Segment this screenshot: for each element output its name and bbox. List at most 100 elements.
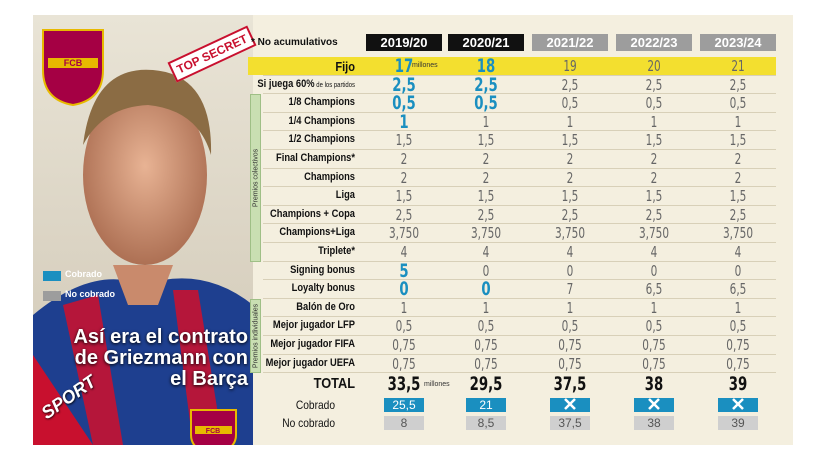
- value-cell: 1,5: [477, 187, 495, 206]
- row-separator: [263, 242, 776, 243]
- value-cell: 4: [734, 243, 742, 261]
- value-cell: 2,5: [561, 75, 579, 94]
- value-cell: 0: [650, 261, 658, 280]
- value-cell: 0,75: [474, 336, 498, 354]
- value-cell: 2: [650, 168, 658, 187]
- value-cell: 3,750: [554, 224, 586, 243]
- cobrado-box: 21: [466, 397, 506, 412]
- row-label-text: Balón de Oro: [296, 300, 355, 313]
- row-label: Champions: [81, 171, 355, 183]
- value-cell: 2: [650, 150, 658, 168]
- cobrado-box: [718, 397, 758, 412]
- unit: millones: [412, 62, 438, 69]
- row-label-text: Mejor jugador FIFA: [270, 338, 355, 350]
- value-cell: 0,75: [642, 354, 666, 373]
- row-label: Mejor jugador LFP: [81, 319, 355, 331]
- total-cell: 37,5: [553, 373, 587, 396]
- row-label-text: Loyalty bonus: [291, 282, 355, 295]
- season-header: 2021/22: [532, 34, 608, 51]
- row-label: Signing bonus: [81, 264, 355, 276]
- value-cell: 1: [650, 112, 658, 131]
- row-separator: [263, 260, 776, 262]
- row-label-text: Liga: [335, 189, 355, 202]
- no-cobrado-box: 8: [384, 416, 424, 431]
- value-cell: 0,5: [561, 94, 579, 113]
- value-cell: 0: [482, 261, 490, 280]
- no-cobrado-box: 38: [634, 416, 674, 431]
- season-header: 2019/20: [366, 34, 442, 51]
- value-cell: 1,5: [561, 187, 579, 206]
- row-label: Triplete*: [81, 245, 355, 257]
- value-cell: 0: [566, 261, 574, 280]
- value-cell: 2,5: [395, 205, 413, 224]
- value-cell: 0,5: [395, 317, 413, 336]
- cobrado-box: 25,5: [384, 397, 424, 412]
- value-cell: 0,75: [392, 354, 416, 373]
- row-separator: [263, 167, 776, 169]
- value-cell: 1,5: [729, 187, 747, 206]
- row-band: [248, 57, 776, 75]
- value-cell: 0,5: [474, 92, 498, 115]
- value-cell: 0,5: [645, 317, 663, 336]
- row-separator: [263, 335, 776, 336]
- cross-icon: [732, 397, 744, 410]
- value-cell: 0,75: [558, 336, 582, 354]
- value-cell: 3,750: [638, 224, 670, 243]
- total-cell: 33,5: [387, 373, 421, 396]
- value-cell: 1: [566, 298, 574, 317]
- row-label: Mejor jugador FIFA: [81, 338, 355, 350]
- value-cell: 2,5: [645, 205, 663, 224]
- value-cell: 0,75: [726, 354, 750, 373]
- total-cell: 39: [728, 373, 748, 396]
- value-cell: 0,75: [558, 354, 582, 373]
- value-cell: 1: [734, 112, 742, 131]
- value-cell: 1,5: [395, 131, 413, 150]
- row-separator: [263, 353, 776, 355]
- row-label-text: Fijo: [335, 59, 355, 74]
- value-cell: 0,75: [392, 336, 416, 354]
- value-cell: 18: [476, 55, 496, 77]
- row-label: Liga: [81, 189, 355, 201]
- row-separator: [263, 74, 776, 76]
- cobrado-box: [634, 397, 674, 412]
- row-label-text: Signing bonus: [290, 263, 355, 276]
- value-cell: 3,750: [722, 224, 754, 243]
- value-cell: 1,5: [645, 187, 663, 206]
- value-cell: 0: [399, 278, 409, 301]
- legend-label: No cobrado: [65, 289, 116, 299]
- value-cell: 2,5: [477, 205, 495, 224]
- no-cobrado-box: 8,5: [466, 416, 506, 431]
- value-cell: 2,5: [392, 73, 416, 96]
- note: * No acumulativos: [251, 37, 338, 48]
- value-cell: 2: [400, 150, 408, 168]
- row-separator: [263, 316, 776, 318]
- value-cell: 0,5: [561, 317, 579, 336]
- row-separator: [263, 93, 776, 95]
- value-cell: 0,5: [729, 317, 747, 336]
- value-cell: 6,5: [645, 280, 663, 299]
- value-cell: 1,5: [477, 131, 495, 150]
- value-cell: 3,750: [388, 224, 420, 243]
- value-cell: 2: [566, 168, 574, 187]
- value-cell: 0,75: [474, 354, 498, 373]
- value-cell: 2: [482, 168, 490, 187]
- value-cell: 3,750: [470, 224, 502, 243]
- photo: FCB FCB: [33, 15, 253, 445]
- row-label-text: Si juega 60%: [257, 77, 315, 90]
- value-cell: 0,5: [392, 92, 416, 115]
- season-header: 2023/24: [700, 34, 776, 51]
- value-cell: 2: [482, 150, 490, 168]
- value-cell: 1: [482, 298, 490, 317]
- value-cell: 1,5: [729, 131, 747, 150]
- value-cell: 2: [734, 168, 742, 187]
- row-separator: [263, 149, 776, 150]
- value-cell: 0,5: [645, 94, 663, 113]
- value-cell: 0,5: [729, 94, 747, 113]
- legend-label: Cobrado: [65, 269, 102, 279]
- value-cell: 1: [566, 112, 574, 131]
- row-label: Fijo: [81, 59, 355, 74]
- value-cell: 1: [399, 110, 409, 133]
- row-label: 1/4 Champions: [81, 115, 355, 127]
- total-label: TOTAL: [313, 375, 355, 393]
